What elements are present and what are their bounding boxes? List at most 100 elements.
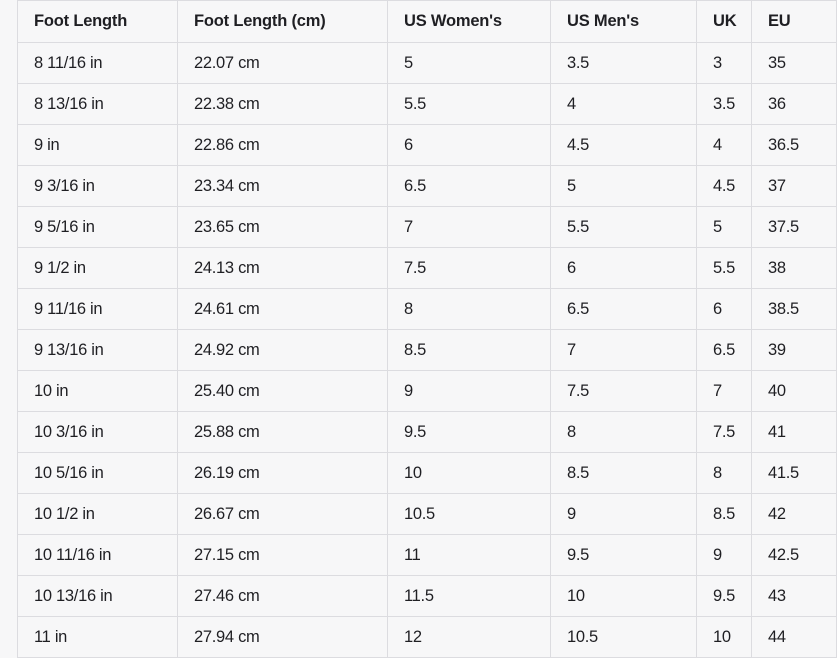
cell-us-womens: 7 xyxy=(387,206,551,248)
table-row: 8 13/16 in 22.38 cm 5.5 4 3.5 36 xyxy=(17,83,837,125)
table-row: 10 11/16 in 27.15 cm 11 9.5 9 42.5 xyxy=(17,534,837,576)
table-row: 9 5/16 in 23.65 cm 7 5.5 5 37.5 xyxy=(17,206,837,248)
table-row: 10 5/16 in 26.19 cm 10 8.5 8 41.5 xyxy=(17,452,837,494)
cell-foot-length: 10 in xyxy=(17,370,178,412)
cell-uk: 3.5 xyxy=(696,83,752,125)
table-row: 10 1/2 in 26.67 cm 10.5 9 8.5 42 xyxy=(17,493,837,535)
table-row: 8 11/16 in 22.07 cm 5 3.5 3 35 xyxy=(17,42,837,84)
cell-uk: 7.5 xyxy=(696,411,752,453)
cell-foot-length: 9 1/2 in xyxy=(17,247,178,289)
cell-foot-length: 10 13/16 in xyxy=(17,575,178,617)
cell-us-mens: 6.5 xyxy=(550,288,697,330)
cell-foot-length-cm: 25.40 cm xyxy=(177,370,388,412)
cell-us-womens: 5 xyxy=(387,42,551,84)
cell-uk: 9 xyxy=(696,534,752,576)
cell-uk: 8.5 xyxy=(696,493,752,535)
cell-eu: 43 xyxy=(751,575,837,617)
cell-eu: 37.5 xyxy=(751,206,837,248)
header-foot-length: Foot Length xyxy=(17,0,178,43)
cell-uk: 10 xyxy=(696,616,752,658)
cell-foot-length-cm: 25.88 cm xyxy=(177,411,388,453)
cell-foot-length: 10 11/16 in xyxy=(17,534,178,576)
shoe-size-table: Foot Length Foot Length (cm) US Women's … xyxy=(17,0,837,658)
header-uk: UK xyxy=(696,0,752,43)
cell-us-womens: 10 xyxy=(387,452,551,494)
cell-eu: 42.5 xyxy=(751,534,837,576)
shoe-size-table-container: Foot Length Foot Length (cm) US Women's … xyxy=(17,0,837,658)
cell-us-mens: 9 xyxy=(550,493,697,535)
table-row: 11 in 27.94 cm 12 10.5 10 44 xyxy=(17,616,837,658)
cell-foot-length-cm: 26.67 cm xyxy=(177,493,388,535)
cell-uk: 3 xyxy=(696,42,752,84)
cell-us-mens: 8 xyxy=(550,411,697,453)
table-row: 10 13/16 in 27.46 cm 11.5 10 9.5 43 xyxy=(17,575,837,617)
cell-us-mens: 5.5 xyxy=(550,206,697,248)
cell-eu: 40 xyxy=(751,370,837,412)
cell-foot-length: 10 5/16 in xyxy=(17,452,178,494)
cell-uk: 5 xyxy=(696,206,752,248)
cell-eu: 42 xyxy=(751,493,837,535)
cell-foot-length: 11 in xyxy=(17,616,178,658)
cell-eu: 36 xyxy=(751,83,837,125)
cell-us-mens: 6 xyxy=(550,247,697,289)
cell-eu: 36.5 xyxy=(751,124,837,166)
cell-us-womens: 12 xyxy=(387,616,551,658)
cell-us-womens: 5.5 xyxy=(387,83,551,125)
table-row: 9 3/16 in 23.34 cm 6.5 5 4.5 37 xyxy=(17,165,837,207)
cell-foot-length: 10 1/2 in xyxy=(17,493,178,535)
cell-foot-length: 10 3/16 in xyxy=(17,411,178,453)
cell-us-mens: 4.5 xyxy=(550,124,697,166)
cell-foot-length-cm: 23.65 cm xyxy=(177,206,388,248)
cell-eu: 37 xyxy=(751,165,837,207)
cell-us-womens: 8.5 xyxy=(387,329,551,371)
cell-uk: 6.5 xyxy=(696,329,752,371)
cell-eu: 38 xyxy=(751,247,837,289)
cell-foot-length-cm: 27.46 cm xyxy=(177,575,388,617)
cell-uk: 8 xyxy=(696,452,752,494)
cell-us-mens: 7 xyxy=(550,329,697,371)
table-row: 9 11/16 in 24.61 cm 8 6.5 6 38.5 xyxy=(17,288,837,330)
cell-foot-length: 8 13/16 in xyxy=(17,83,178,125)
cell-us-womens: 10.5 xyxy=(387,493,551,535)
table-row: 9 1/2 in 24.13 cm 7.5 6 5.5 38 xyxy=(17,247,837,289)
cell-uk: 6 xyxy=(696,288,752,330)
table-header-row: Foot Length Foot Length (cm) US Women's … xyxy=(17,0,837,43)
cell-us-womens: 9.5 xyxy=(387,411,551,453)
cell-foot-length: 9 11/16 in xyxy=(17,288,178,330)
cell-uk: 9.5 xyxy=(696,575,752,617)
cell-us-mens: 3.5 xyxy=(550,42,697,84)
cell-foot-length: 9 5/16 in xyxy=(17,206,178,248)
cell-us-mens: 4 xyxy=(550,83,697,125)
cell-eu: 44 xyxy=(751,616,837,658)
header-eu: EU xyxy=(751,0,837,43)
cell-foot-length-cm: 24.92 cm xyxy=(177,329,388,371)
cell-us-mens: 5 xyxy=(550,165,697,207)
cell-foot-length-cm: 27.94 cm xyxy=(177,616,388,658)
cell-us-womens: 11.5 xyxy=(387,575,551,617)
cell-foot-length-cm: 22.38 cm xyxy=(177,83,388,125)
cell-foot-length-cm: 26.19 cm xyxy=(177,452,388,494)
cell-foot-length: 9 3/16 in xyxy=(17,165,178,207)
cell-foot-length-cm: 24.13 cm xyxy=(177,247,388,289)
cell-us-womens: 9 xyxy=(387,370,551,412)
cell-uk: 4 xyxy=(696,124,752,166)
table-row: 10 3/16 in 25.88 cm 9.5 8 7.5 41 xyxy=(17,411,837,453)
header-us-womens: US Women's xyxy=(387,0,551,43)
cell-foot-length-cm: 23.34 cm xyxy=(177,165,388,207)
table-row: 9 13/16 in 24.92 cm 8.5 7 6.5 39 xyxy=(17,329,837,371)
cell-foot-length-cm: 27.15 cm xyxy=(177,534,388,576)
cell-us-womens: 11 xyxy=(387,534,551,576)
cell-eu: 38.5 xyxy=(751,288,837,330)
table-body: 8 11/16 in 22.07 cm 5 3.5 3 35 8 13/16 in 22.38… xyxy=(17,42,837,658)
cell-uk: 5.5 xyxy=(696,247,752,289)
cell-eu: 41.5 xyxy=(751,452,837,494)
cell-uk: 7 xyxy=(696,370,752,412)
cell-uk: 4.5 xyxy=(696,165,752,207)
header-us-mens: US Men's xyxy=(550,0,697,43)
cell-us-womens: 6 xyxy=(387,124,551,166)
cell-us-mens: 8.5 xyxy=(550,452,697,494)
cell-foot-length: 8 11/16 in xyxy=(17,42,178,84)
cell-us-womens: 8 xyxy=(387,288,551,330)
cell-eu: 39 xyxy=(751,329,837,371)
cell-eu: 35 xyxy=(751,42,837,84)
